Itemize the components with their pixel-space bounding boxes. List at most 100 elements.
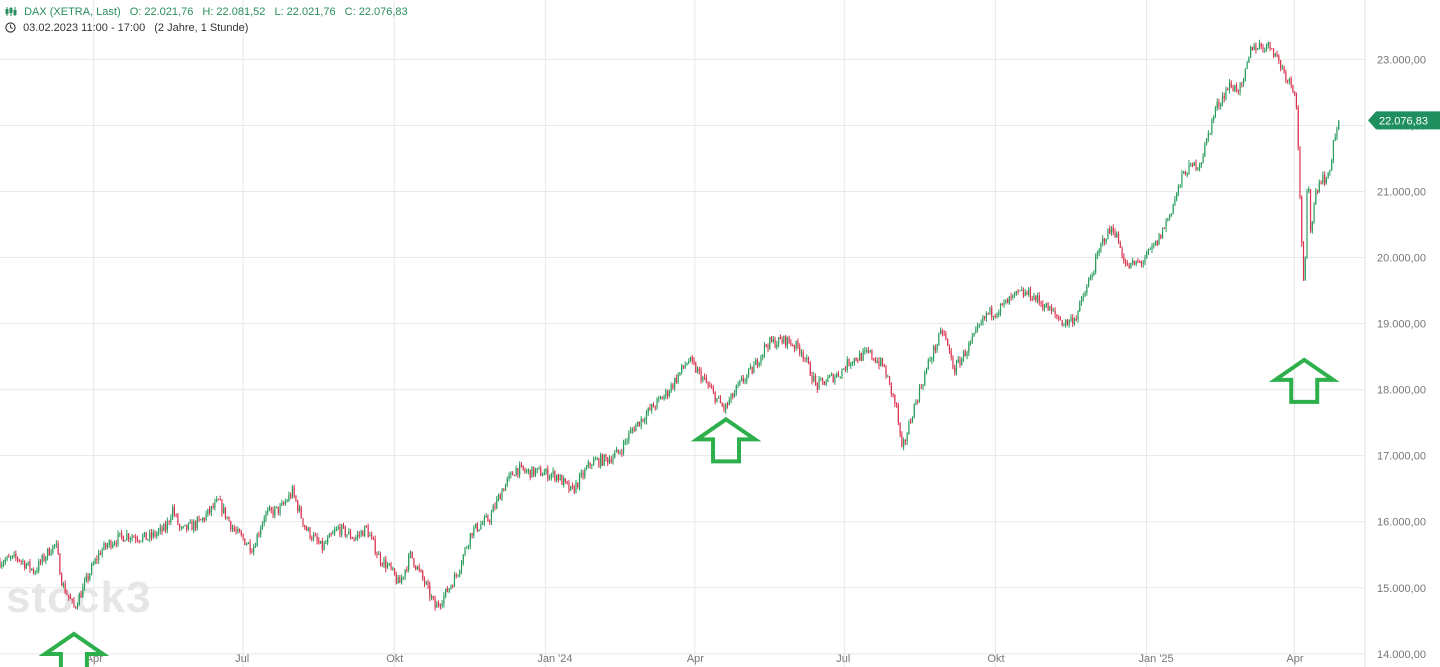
candle-body — [376, 553, 378, 555]
candle-body — [927, 360, 929, 369]
candle-body — [1213, 116, 1215, 120]
candle-body — [520, 464, 522, 466]
candle-body — [769, 337, 771, 349]
candle-body — [422, 571, 424, 579]
candle-body — [210, 506, 212, 513]
candle-body — [401, 577, 403, 583]
candle-body — [566, 481, 568, 483]
candle-body — [492, 506, 494, 513]
candle-body — [432, 596, 434, 599]
candle-body — [827, 377, 829, 382]
candle-body — [756, 359, 759, 366]
candle-body — [490, 512, 493, 522]
candle-body — [261, 522, 264, 529]
candle-body — [136, 539, 138, 541]
candle-body — [688, 361, 690, 364]
candle-body — [1216, 101, 1218, 109]
low-value: L: 22.021,76 — [274, 6, 336, 18]
candle-body — [1338, 120, 1340, 130]
candle-body — [1124, 262, 1127, 264]
candle-body — [1283, 67, 1285, 72]
candle-body — [1058, 316, 1060, 320]
candle-body — [113, 543, 116, 545]
candle-body — [487, 515, 489, 521]
candle-body — [1073, 318, 1076, 324]
candle-body — [536, 468, 538, 471]
candle-body — [189, 521, 191, 524]
candle-body — [270, 507, 272, 510]
candle-body — [820, 378, 822, 380]
candle-body — [730, 393, 732, 401]
candle-body — [1052, 310, 1054, 312]
candle-body — [304, 525, 306, 528]
candle-body — [480, 524, 482, 530]
candle-body — [473, 527, 475, 536]
candle-body — [1133, 260, 1135, 265]
candle-body — [855, 358, 857, 361]
candle-body — [393, 568, 396, 575]
candle-body — [1265, 45, 1268, 51]
up-arrow-icon — [690, 416, 762, 464]
candle-body — [1149, 249, 1151, 251]
candlestick-icon — [5, 7, 17, 16]
candle-body — [987, 312, 989, 314]
candle-body — [152, 531, 154, 537]
candle-body — [1049, 306, 1051, 311]
candle-body — [645, 413, 648, 421]
candle-body — [230, 521, 232, 530]
x-tick-label: Jul — [836, 653, 850, 665]
candle-body — [219, 499, 221, 501]
candle-body — [1269, 42, 1271, 49]
candle-body — [630, 430, 632, 434]
candle-body — [908, 422, 910, 435]
candle-body — [813, 375, 815, 382]
candle-body — [203, 518, 205, 521]
candle-body — [733, 392, 736, 398]
candle-body — [582, 472, 584, 477]
candle-body — [1313, 204, 1315, 222]
candle-body — [862, 350, 864, 361]
candle-body — [54, 544, 56, 546]
candle-body — [474, 523, 477, 528]
candle-body — [1177, 185, 1180, 193]
candle-body — [1128, 264, 1130, 269]
candle-body — [249, 542, 251, 552]
candle-body — [254, 546, 257, 548]
candle-body — [823, 381, 825, 385]
candle-body — [416, 566, 419, 570]
candle-body — [1267, 42, 1269, 46]
candle-body — [1278, 55, 1280, 61]
candle-body — [1089, 277, 1091, 281]
candle-body — [445, 588, 447, 596]
candle-body — [772, 339, 774, 342]
candle-body — [1295, 94, 1298, 108]
candle-body — [55, 543, 57, 545]
candle-body — [485, 515, 487, 518]
candle-body — [1086, 286, 1088, 294]
candle-body — [57, 543, 59, 554]
x-tick-label: Okt — [386, 653, 403, 665]
candle-body — [1130, 262, 1132, 269]
candle-body — [173, 507, 175, 515]
candle-body — [864, 350, 866, 352]
candle-body — [524, 469, 526, 472]
candle-body — [1274, 53, 1276, 57]
candle-body — [906, 434, 908, 442]
candle-body — [515, 468, 517, 476]
candle-body — [762, 354, 764, 357]
candle-body — [1248, 57, 1250, 63]
candle-body — [201, 518, 204, 521]
candle-body — [1102, 238, 1104, 244]
candle-body — [531, 466, 533, 478]
candle-body — [728, 400, 730, 405]
candle-body — [918, 387, 921, 402]
candle-body — [1188, 163, 1190, 175]
candle-body — [994, 315, 996, 317]
candle-body — [795, 341, 797, 349]
candle-body — [1336, 129, 1338, 138]
candle-body — [1331, 160, 1333, 170]
candle-body — [226, 517, 228, 519]
candle-body — [1075, 318, 1077, 320]
candle-body — [622, 441, 625, 454]
